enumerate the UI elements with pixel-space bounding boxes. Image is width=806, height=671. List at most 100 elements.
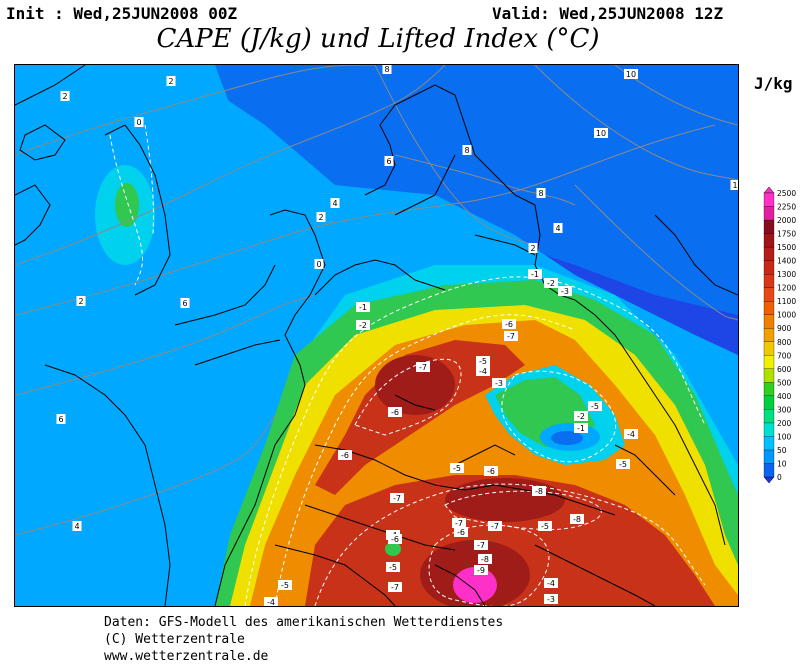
legend-level-label: 300: [777, 405, 792, 414]
legend-level-label: 1500: [777, 243, 796, 252]
svg-text:-3: -3: [495, 379, 503, 388]
svg-text:0: 0: [316, 260, 321, 269]
contour-label: -3: [544, 594, 558, 604]
contour-label: 4: [553, 223, 563, 233]
contour-label: -6: [388, 534, 402, 544]
init-time: Init : Wed,25JUN2008 00Z: [6, 4, 238, 23]
contour-label: 4: [72, 521, 82, 531]
legend-swatch: [763, 260, 775, 275]
legend-level-label: 2000: [777, 216, 796, 225]
legend-unit: J/kg: [754, 74, 793, 93]
legend-level-label: 800: [777, 338, 792, 347]
contour-label: -4: [476, 366, 490, 376]
legend-swatch: [763, 409, 775, 424]
svg-text:10: 10: [596, 129, 606, 138]
legend-swatch: [763, 436, 775, 451]
legend-swatch: [763, 368, 775, 383]
legend-level-label: 10: [777, 459, 787, 468]
footer-data-source: Daten: GFS-Modell des amerikanischen Wet…: [104, 615, 504, 630]
contour-label: -3: [492, 378, 506, 388]
legend-level-label: 900: [777, 324, 792, 333]
svg-text:-5: -5: [591, 402, 599, 411]
svg-text:1: 1: [732, 181, 737, 190]
cape-fill-blue-lake: [551, 431, 583, 445]
legend-swatch: [763, 395, 775, 410]
svg-text:-7: -7: [419, 363, 427, 372]
legend-swatch: [763, 192, 775, 207]
legend-level-label: 700: [777, 351, 792, 360]
cape-fill-green-north: [115, 183, 139, 227]
contour-label: -8: [478, 554, 492, 564]
svg-text:6: 6: [182, 299, 187, 308]
svg-text:-5: -5: [619, 460, 627, 469]
svg-text:10: 10: [626, 70, 636, 79]
contour-label: -2: [544, 278, 558, 288]
legend-swatch: [763, 341, 775, 356]
svg-text:-4: -4: [267, 598, 275, 606]
svg-text:6: 6: [386, 157, 391, 166]
contour-label: -1: [574, 423, 588, 433]
legend-swatch: [763, 233, 775, 248]
svg-text:-7: -7: [491, 522, 499, 531]
legend-level-label: 1000: [777, 311, 796, 320]
svg-text:-8: -8: [481, 555, 489, 564]
svg-text:-5: -5: [281, 581, 289, 590]
legend-swatch: [763, 463, 775, 478]
contour-label: -4: [264, 597, 278, 606]
contour-label: -1: [528, 269, 542, 279]
contour-label: 8: [536, 188, 546, 198]
svg-text:2: 2: [78, 297, 83, 306]
svg-text:-4: -4: [547, 579, 555, 588]
contour-label: 2: [528, 243, 538, 253]
svg-text:-6: -6: [457, 528, 465, 537]
svg-text:-3: -3: [547, 595, 555, 604]
legend-swatch: [763, 273, 775, 288]
contour-label: -2: [356, 320, 370, 330]
contour-label: 4: [330, 198, 340, 208]
contour-label: 2: [60, 91, 70, 101]
svg-text:-5: -5: [541, 522, 549, 531]
legend-level-label: 500: [777, 378, 792, 387]
contour-label: 0: [314, 259, 324, 269]
legend-level-label: 200: [777, 419, 792, 428]
svg-text:-4: -4: [627, 430, 635, 439]
contour-label: -5: [386, 562, 400, 572]
svg-text:-2: -2: [577, 412, 585, 421]
li-isolines: [15, 65, 738, 536]
legend-level-label: 1400: [777, 257, 796, 266]
contour-label: -6: [388, 407, 402, 417]
contour-label: -7: [504, 331, 518, 341]
svg-text:-5: -5: [479, 357, 487, 366]
svg-text:2: 2: [318, 213, 323, 222]
contour-label: -7: [416, 362, 430, 372]
svg-text:-6: -6: [391, 535, 399, 544]
contour-label: -8: [570, 514, 584, 524]
legend-bottom-arrow: [763, 476, 775, 484]
svg-text:-7: -7: [391, 583, 399, 592]
legend-swatch: [763, 287, 775, 302]
svg-text:-9: -9: [477, 566, 485, 575]
contour-label: 6: [384, 156, 394, 166]
valid-time: Valid: Wed,25JUN2008 12Z: [492, 4, 724, 23]
svg-text:-7: -7: [455, 519, 463, 528]
contour-label: -7: [388, 582, 402, 592]
svg-text:-1: -1: [577, 424, 585, 433]
legend-level-label: 1200: [777, 284, 796, 293]
legend-level-label: 1300: [777, 270, 796, 279]
contour-label: -5: [450, 463, 464, 473]
contour-label: -7: [452, 518, 466, 528]
cape-fill-red-west: [315, 340, 525, 495]
cape-legend: 0 10 50 100 200 300 400 500 600 700 800 900 1000 1100…: [763, 185, 805, 485]
contour-label: 2: [166, 76, 176, 86]
svg-text:2: 2: [62, 92, 67, 101]
legend-level-label: 2250: [777, 203, 796, 212]
footer-website: www.wetterzentrale.de: [104, 649, 269, 664]
contour-label: 2: [76, 296, 86, 306]
svg-text:-6: -6: [487, 467, 495, 476]
contour-label: -5: [538, 521, 552, 531]
contour-label: -8: [532, 486, 546, 496]
contour-label: -6: [484, 466, 498, 476]
legend-level-label: 2500: [777, 189, 796, 198]
legend-swatch: [763, 382, 775, 397]
